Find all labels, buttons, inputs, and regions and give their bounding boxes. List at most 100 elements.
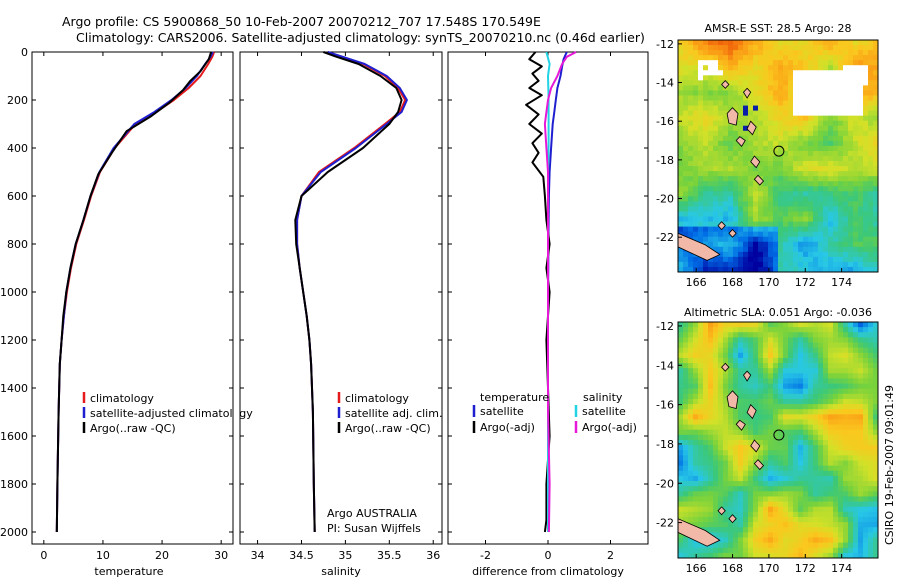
- map-cell: [723, 110, 729, 117]
- map-cell: [853, 176, 859, 182]
- map-cell: [768, 347, 774, 354]
- map-cell: [698, 125, 704, 132]
- map-cell: [873, 90, 878, 96]
- map-cell: [733, 424, 739, 431]
- map-cell: [693, 522, 699, 528]
- map-cell: [738, 45, 744, 51]
- map-cell: [798, 266, 804, 272]
- map-cell: [803, 216, 809, 222]
- map-cell: [833, 511, 839, 518]
- map-cell: [713, 100, 719, 106]
- map-cell: [858, 231, 864, 238]
- map-cell: [853, 191, 859, 197]
- map-cell: [763, 80, 769, 86]
- map-cell: [728, 532, 734, 538]
- map-cell: [788, 388, 794, 395]
- depth-tick-label: 200: [7, 94, 28, 107]
- map-cell: [803, 70, 809, 76]
- map-cell: [733, 100, 739, 106]
- depth-tick-label: 1400: [0, 382, 28, 395]
- map-cell: [743, 445, 749, 451]
- map-cell: [848, 337, 854, 343]
- map-cell: [793, 105, 799, 112]
- map-cell: [848, 440, 854, 446]
- map-cell: [753, 50, 759, 56]
- map-cell: [713, 506, 719, 513]
- timestamp-note: CSIRO 19-Feb-2007 09:01:49: [883, 385, 896, 545]
- map-cell: [793, 434, 799, 441]
- map-cell: [793, 470, 799, 477]
- map-cell: [868, 55, 874, 61]
- map-cell: [718, 246, 724, 253]
- map-cell: [778, 450, 784, 456]
- map-cell: [708, 176, 714, 182]
- map-cell: [853, 455, 859, 461]
- map-cell: [798, 256, 804, 263]
- map-cell: [753, 506, 759, 513]
- map-cell: [783, 322, 789, 328]
- map-cell: [748, 363, 754, 369]
- map-cell: [843, 231, 849, 238]
- map-cell: [828, 383, 834, 390]
- map-cell: [763, 470, 769, 477]
- map-cell: [853, 166, 859, 172]
- map-cell: [838, 409, 844, 415]
- map-cell: [743, 383, 749, 390]
- map-cell: [678, 70, 684, 76]
- map-cell: [813, 552, 819, 558]
- map-cell: [848, 475, 854, 482]
- map-cell: [768, 337, 774, 343]
- map-cell: [843, 542, 849, 549]
- map-cell: [813, 398, 819, 405]
- map-cell: [863, 342, 869, 349]
- map-cell: [833, 256, 839, 263]
- map-cell: [768, 383, 774, 390]
- map-cell: [813, 445, 819, 451]
- map-cell: [873, 150, 878, 157]
- map-cell: [848, 516, 854, 523]
- map-cell: [758, 95, 764, 101]
- map-cell: [793, 347, 799, 354]
- map-cell: [678, 486, 684, 492]
- map-cell: [733, 85, 739, 91]
- map-cell: [698, 140, 704, 147]
- map-cell: [818, 332, 824, 338]
- map-cell: [723, 50, 729, 56]
- map-cell: [808, 115, 814, 122]
- map-cell: [833, 266, 839, 272]
- map-cell: [803, 404, 809, 410]
- legend-item-sal-satellite: satellite: [582, 405, 626, 418]
- map-cell: [808, 486, 814, 492]
- map-cell: [778, 125, 784, 132]
- map-cell: [808, 378, 814, 384]
- map-cell: [723, 506, 729, 513]
- map-cell: [853, 522, 859, 528]
- map-cell: [768, 256, 774, 263]
- map-cell: [678, 50, 684, 56]
- map-cell: [683, 501, 689, 508]
- map-cell: [723, 216, 729, 222]
- map-cell: [693, 145, 699, 152]
- map-cell: [848, 161, 854, 167]
- map-cell: [788, 166, 794, 172]
- map-cell: [723, 532, 729, 538]
- map-cell: [763, 322, 769, 328]
- map-cell: [723, 398, 729, 405]
- map-cell: [688, 445, 694, 451]
- map-cell: [873, 55, 878, 61]
- map-cell: [758, 45, 764, 51]
- map-cell: [823, 150, 829, 157]
- map-cell: [828, 445, 834, 451]
- map-cell: [808, 110, 814, 117]
- map-cell: [733, 135, 739, 142]
- map-cell: [753, 266, 759, 272]
- map-cell: [853, 465, 859, 472]
- map-cell: [738, 181, 744, 187]
- map-cell: [873, 45, 878, 51]
- map-cell: [873, 547, 878, 554]
- map-cell: [708, 236, 714, 243]
- map-cell: [803, 196, 809, 202]
- map-cell: [783, 378, 789, 384]
- map-cell: [783, 445, 789, 451]
- map-cell: [863, 50, 869, 56]
